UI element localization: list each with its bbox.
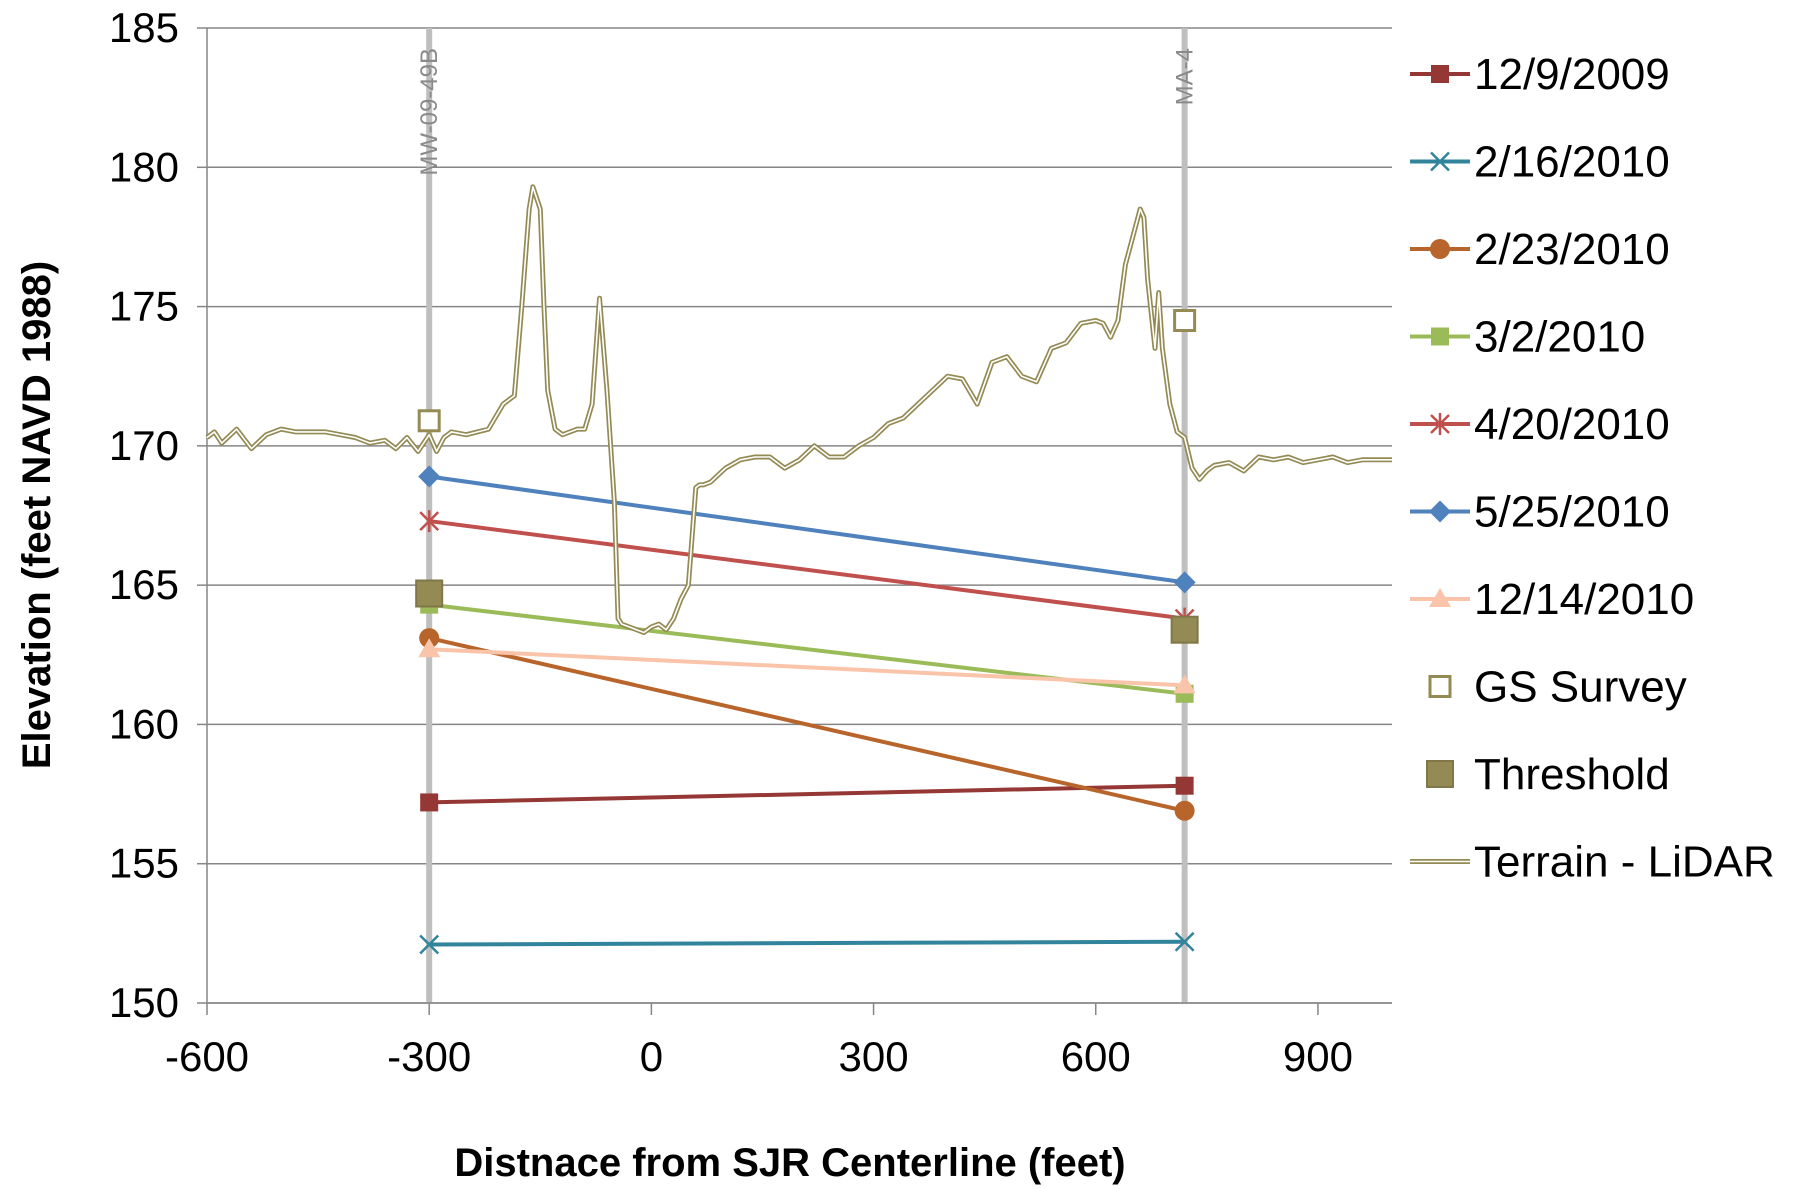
y-tick-label: 185 (109, 4, 179, 51)
legend: 12/9/2009 2/16/2010 2/23/2010 3/2/2010 4/20/… (1410, 50, 1775, 887)
legend-item-2-23-2010: 2/23/2010 (1410, 225, 1670, 274)
series-5-25-2010 (418, 465, 1196, 594)
legend-item-5-25-2010: 5/25/2010 (1410, 488, 1670, 537)
y-tick-label: 180 (109, 143, 179, 190)
x-axis-title: Distnace from SJR Centerline (feet) (454, 1141, 1125, 1185)
legend-swatch-marker (1430, 413, 1450, 435)
legend-label: 2/23/2010 (1474, 225, 1670, 274)
data-point-threshold (1170, 615, 1199, 644)
legend-label: 5/25/2010 (1474, 488, 1670, 537)
data-point-2-23-2010 (419, 628, 440, 649)
legend-item-4-20-2010: 4/20/2010 (1410, 400, 1670, 449)
series-2-23-2010 (419, 628, 1195, 821)
legend-swatch-marker (1430, 239, 1450, 259)
data-point-threshold (415, 579, 444, 608)
series-12-14-2010 (418, 638, 1196, 694)
data-point-2-23-2010 (1174, 800, 1195, 821)
data-point-12-9-2009 (1175, 776, 1194, 795)
legend-item-3-2-2010: 3/2/2010 (1410, 313, 1645, 362)
legend-swatch-marker (1429, 588, 1451, 607)
series-2-16-2010 (419, 931, 1195, 955)
y-tick-label: 150 (109, 979, 179, 1026)
x-tick-label: 900 (1283, 1033, 1353, 1080)
legend-swatch-marker (1431, 327, 1449, 346)
terrain-line-outer (205, 184, 1392, 635)
y-axis-title: Elevation (feet NAVD 1988) (15, 261, 59, 769)
series-line-4-20-2010 (428, 519, 1185, 621)
axes: 150 155 160 165 170 175 180 185 -600 -300 0 300 600 9… (109, 4, 1392, 1080)
legend-swatch-marker (1426, 760, 1454, 788)
y-tick-label: 155 (109, 840, 179, 887)
series-terrain-lidar (205, 184, 1392, 635)
legend-label: Terrain - LiDAR (1474, 838, 1775, 887)
data-point-5-25-2010 (418, 465, 441, 488)
legend-label: 2/16/2010 (1474, 138, 1670, 187)
legend-label: GS Survey (1474, 663, 1687, 712)
terrain-line-inner (206, 185, 1392, 634)
legend-item-threshold: Threshold (1426, 750, 1670, 799)
legend-swatch-marker (1429, 500, 1451, 523)
x-tick-label: 300 (839, 1033, 909, 1080)
x-tick-label: -300 (387, 1033, 471, 1080)
data-point-2-16-2010 (1174, 931, 1195, 952)
legend-label: 3/2/2010 (1474, 313, 1645, 362)
x-tick-label: 0 (640, 1033, 663, 1080)
y-tick-label: 175 (109, 283, 179, 330)
data-point-12-14-2010 (418, 638, 441, 658)
series-3-2-2010 (420, 595, 1194, 703)
well-reference-lines: MW-09-49B MA-4 (416, 28, 1199, 1003)
series-line-12-9-2009 (429, 783, 1185, 805)
data-point-12-14-2010 (1173, 674, 1196, 694)
series-line-5-25-2010 (428, 474, 1185, 585)
reference-label-mw-09-49b: MW-09-49B (416, 48, 443, 176)
x-tick-label: -600 (165, 1033, 249, 1080)
legend-label: Threshold (1474, 750, 1670, 799)
y-tick-label: 160 (109, 700, 179, 747)
y-tick-label: 165 (109, 561, 179, 608)
data-point-2-16-2010 (419, 934, 440, 955)
series-threshold (415, 579, 1199, 644)
series-line-12-14-2010 (429, 647, 1185, 688)
data-series (205, 184, 1392, 955)
legend-swatch-marker (1430, 151, 1450, 172)
series-gs-survey (417, 309, 1197, 433)
legend-label: 12/9/2009 (1474, 50, 1670, 99)
legend-item-gs-survey: GS Survey (1428, 663, 1687, 712)
legend-swatch-marker (1428, 675, 1452, 698)
y-tick-label: 170 (109, 422, 179, 469)
legend-item-2-16-2010: 2/16/2010 (1410, 138, 1670, 187)
series-line-2-23-2010 (428, 636, 1186, 813)
data-point-gs-survey (1173, 309, 1197, 332)
legend-item-terrain-lidar: Terrain - LiDAR (1410, 838, 1775, 887)
legend-swatch-marker (1431, 65, 1449, 83)
data-point-5-25-2010 (1173, 571, 1196, 594)
legend-label: 12/14/2010 (1474, 575, 1694, 624)
reference-label-ma-4: MA-4 (1172, 48, 1199, 105)
series-line-2-16-2010 (429, 939, 1185, 947)
x-tick-label: 600 (1061, 1033, 1131, 1080)
data-point-4-20-2010 (419, 510, 440, 533)
series-12-9-2009 (420, 776, 1194, 812)
legend-item-12-14-2010: 12/14/2010 (1410, 575, 1694, 624)
legend-label: 4/20/2010 (1474, 400, 1670, 449)
legend-item-12-9-2009: 12/9/2009 (1410, 50, 1670, 99)
data-point-12-9-2009 (420, 793, 439, 812)
gridlines (207, 27, 1392, 1004)
data-point-gs-survey (417, 409, 441, 433)
